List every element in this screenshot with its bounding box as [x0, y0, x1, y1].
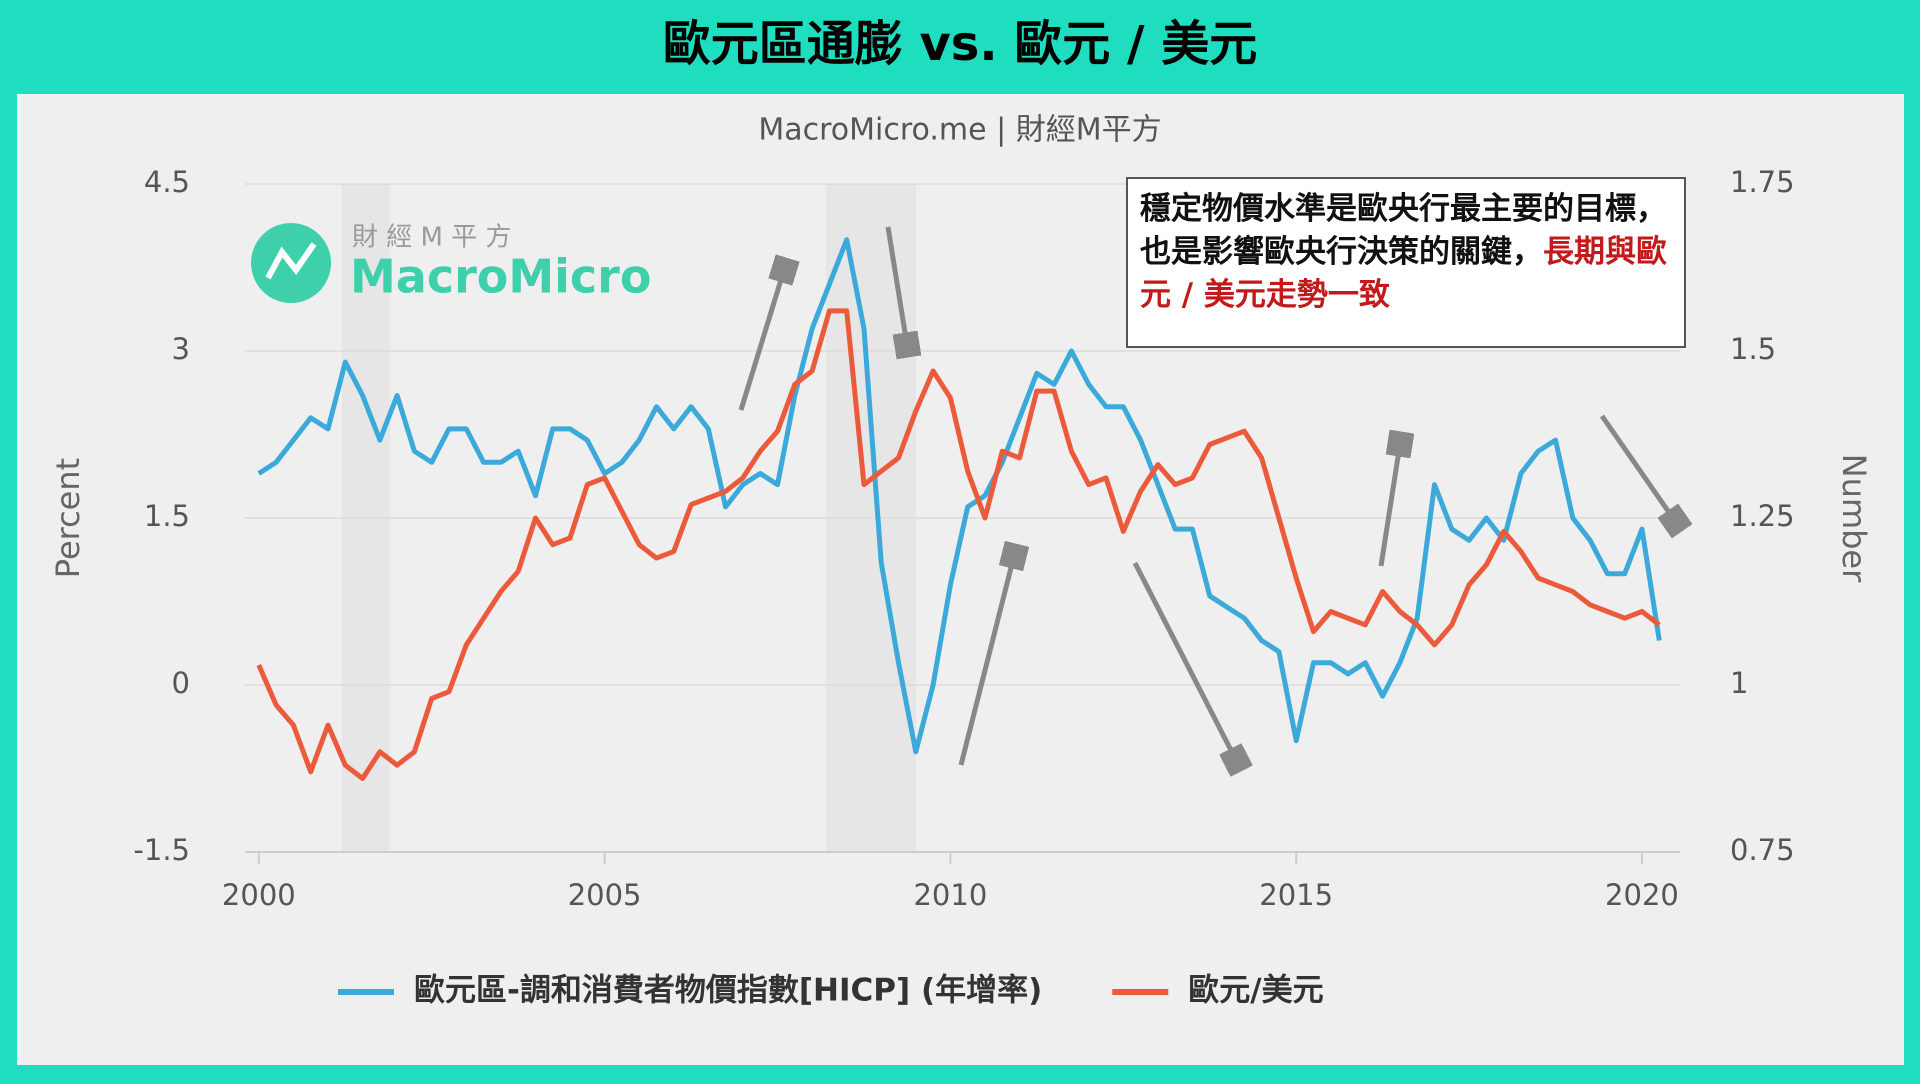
annotation-main: 穩定物價水準是歐央行最主要的目標，也是影響歐央行決策的關鍵，: [1140, 191, 1667, 270]
annotation: 穩定物價水準是歐央行最主要的目標，也是影響歐央行決策的關鍵，長期與歐元 / 美元…: [1140, 188, 1674, 317]
annotation-text: 穩定物價水準是歐央行最主要的目標，也是影響歐央行決策的關鍵，長期與歐元 / 美元…: [1140, 188, 1674, 317]
y2-tick-label: 1: [1730, 666, 1748, 700]
legend-label: 歐元/美元: [1188, 973, 1323, 1009]
logo-cn: 財 經 M 平 方: [352, 223, 512, 253]
x-tick-label: 2000: [222, 878, 296, 912]
chart-title: 歐元區通膨 vs. 歐元 / 美元: [663, 16, 1257, 72]
y2-axis-label: Number: [1835, 454, 1873, 583]
y2-tick-label: 1.5: [1730, 332, 1776, 366]
subtitle: MacroMicro.me | 財經M平方: [758, 113, 1161, 148]
arrow: [738, 270, 784, 411]
arrows: [738, 226, 1675, 766]
x-tick-label: 2015: [1259, 878, 1333, 912]
arrow: [958, 556, 1014, 766]
x-tick-label: 2005: [568, 878, 642, 912]
y-tick-label: 0: [172, 666, 190, 700]
plot: -1.5 0 1.5 3 4.5 0.75 1 1.25 1.5 1.75 2000 2005 2010…: [133, 165, 1794, 912]
legend: 歐元區-調和消費者物價指數[HICP] (年增率) 歐元/美元: [338, 973, 1324, 1009]
legend-label: 歐元區-調和消費者物價指數[HICP] (年增率): [414, 973, 1042, 1009]
y2-tick-label: 0.75: [1730, 833, 1795, 867]
annotation-highlight: 長期與歐元 / 美元走勢一致: [1140, 234, 1667, 313]
arrow: [1599, 414, 1675, 521]
y-tick-label: 1.5: [144, 499, 190, 533]
y2-tick-label: 1.25: [1730, 499, 1795, 533]
series-line: [256, 308, 1661, 781]
series-line: [257, 237, 1662, 755]
logo-en: MacroMicro: [350, 250, 651, 304]
y2-tick-label: 1.75: [1730, 165, 1795, 199]
annotation-box: [1126, 177, 1686, 348]
y-tick-label: 3: [172, 332, 190, 366]
logo-line: [265, 242, 317, 280]
y-axis-label: Percent: [49, 458, 87, 578]
logo: 財 經 M 平 方 MacroMicro: [251, 223, 651, 304]
arrow: [885, 226, 907, 345]
y-tick-label: 4.5: [144, 165, 190, 199]
arrow: [1132, 561, 1236, 760]
arrow: [1378, 444, 1400, 567]
x-tick-label: 2010: [913, 878, 987, 912]
x-tick-label: 2020: [1605, 878, 1679, 912]
y-tick-label: -1.5: [133, 833, 190, 867]
